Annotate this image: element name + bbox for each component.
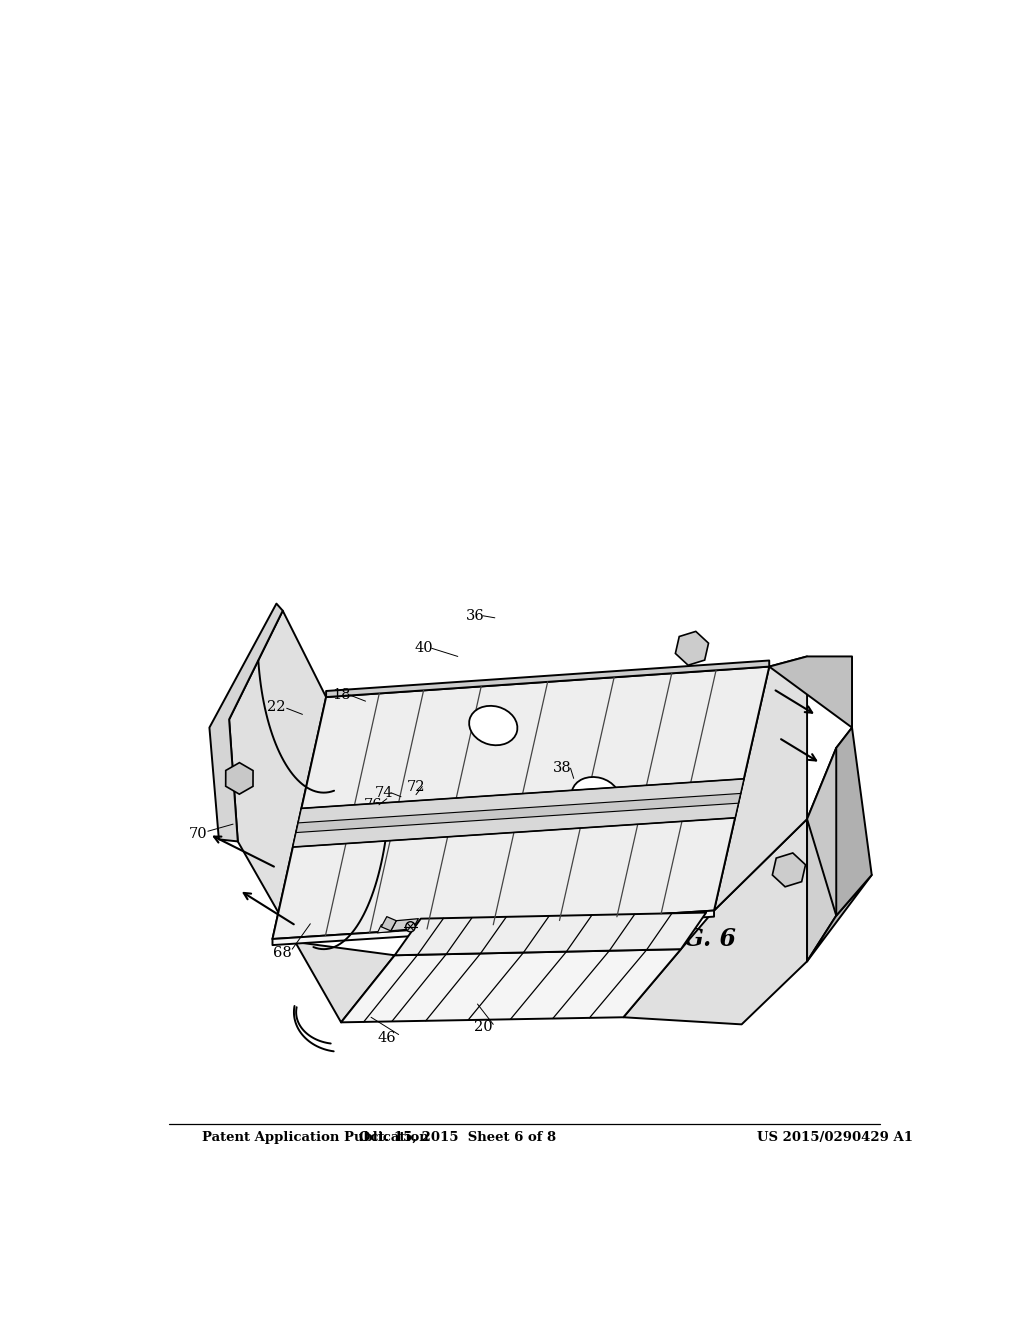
Text: FIG. 6: FIG. 6 (656, 927, 736, 950)
Text: 46: 46 (378, 1031, 396, 1044)
Text: 76: 76 (364, 797, 382, 812)
Polygon shape (624, 818, 807, 1024)
Polygon shape (769, 656, 852, 727)
Polygon shape (676, 631, 709, 665)
Polygon shape (210, 603, 283, 841)
Polygon shape (272, 667, 769, 939)
Polygon shape (293, 779, 743, 847)
Polygon shape (807, 748, 837, 961)
Polygon shape (378, 923, 402, 933)
Polygon shape (381, 916, 396, 931)
Text: 18: 18 (332, 688, 350, 702)
Ellipse shape (469, 706, 517, 746)
Text: 70: 70 (189, 828, 208, 841)
Ellipse shape (406, 921, 415, 932)
Text: 40: 40 (415, 642, 433, 655)
Polygon shape (772, 853, 806, 887)
Text: 22: 22 (267, 700, 286, 714)
Text: Oct. 15, 2015  Sheet 6 of 8: Oct. 15, 2015 Sheet 6 of 8 (359, 1131, 556, 1143)
Text: Patent Application Publication: Patent Application Publication (202, 1131, 428, 1143)
Text: 72: 72 (407, 780, 425, 793)
Polygon shape (229, 611, 394, 1022)
Text: 68: 68 (272, 946, 291, 960)
Text: 38: 38 (553, 762, 572, 775)
Polygon shape (837, 727, 871, 916)
Polygon shape (807, 875, 871, 961)
Polygon shape (272, 911, 714, 945)
Text: 20: 20 (474, 1020, 494, 1035)
Polygon shape (714, 656, 807, 911)
Polygon shape (296, 793, 740, 833)
Polygon shape (341, 949, 681, 1022)
Polygon shape (807, 727, 852, 916)
Text: 36: 36 (466, 609, 484, 623)
Ellipse shape (571, 777, 620, 816)
Text: 74: 74 (375, 785, 393, 800)
Polygon shape (394, 912, 707, 956)
Text: US 2015/0290429 A1: US 2015/0290429 A1 (758, 1131, 913, 1143)
Polygon shape (326, 660, 769, 697)
Polygon shape (225, 763, 253, 795)
Polygon shape (391, 919, 419, 931)
